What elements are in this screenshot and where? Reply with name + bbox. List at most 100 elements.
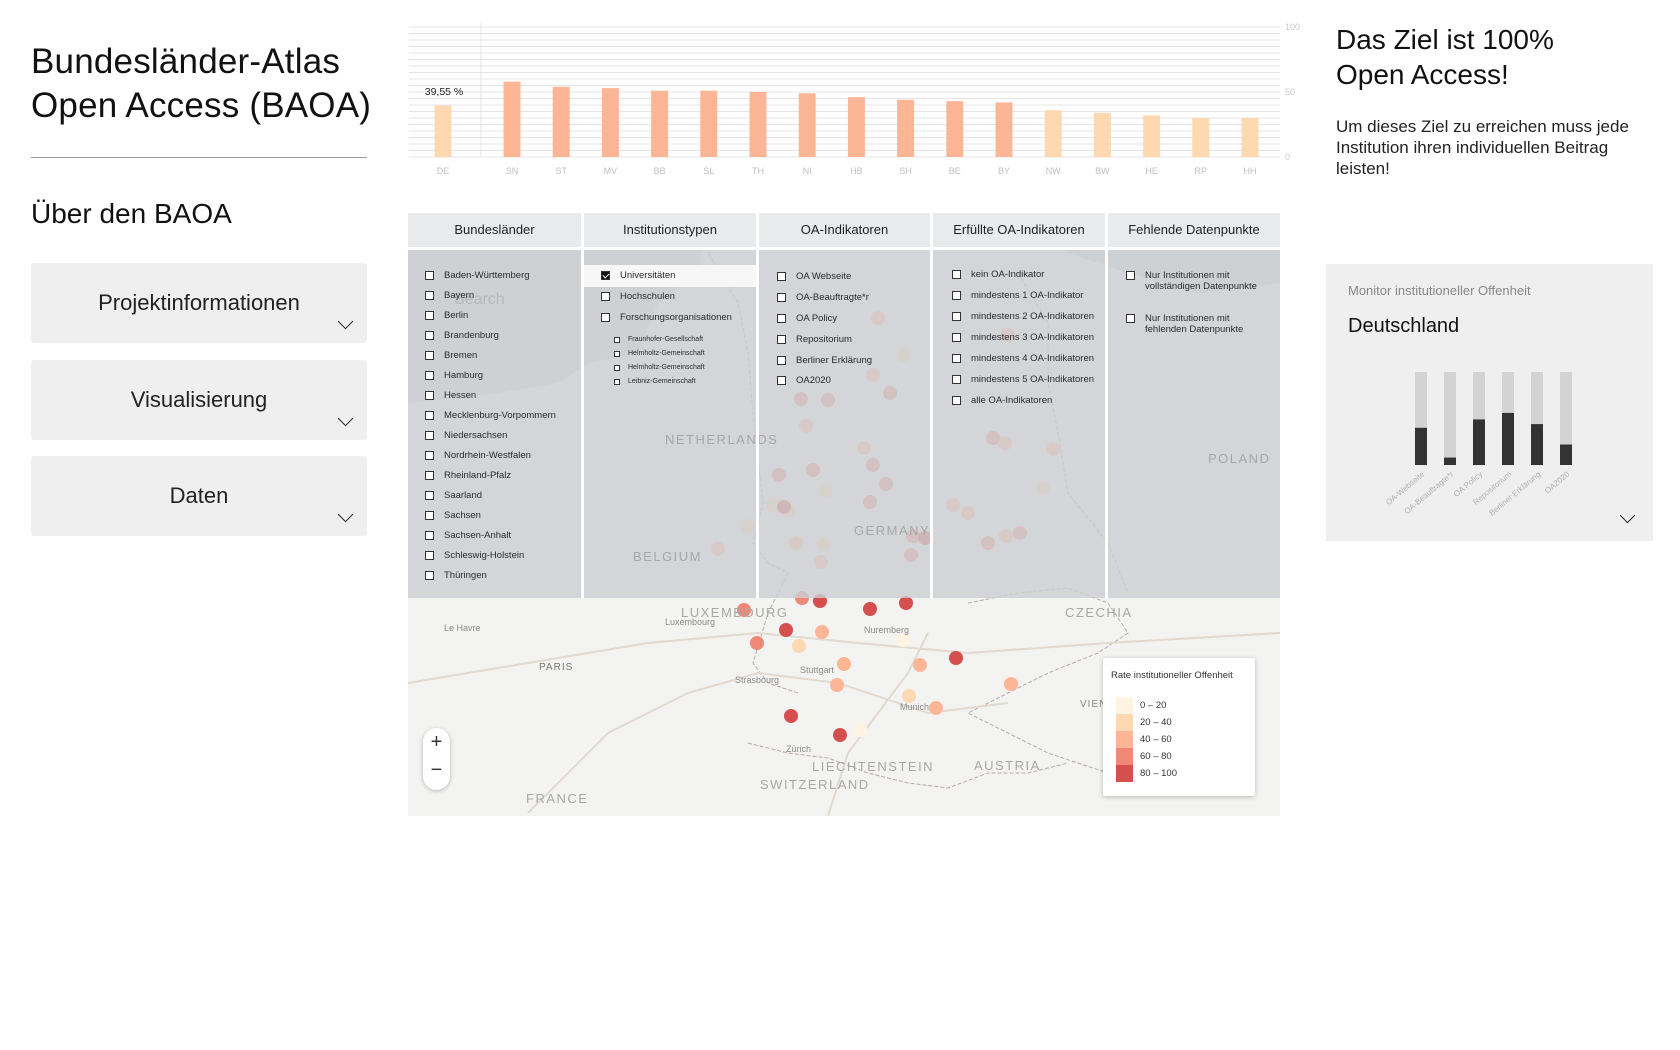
filter-rheinland-pfalz[interactable]: Rheinland-Pfalz <box>425 470 511 481</box>
legend-swatch <box>1116 714 1133 731</box>
checkbox[interactable] <box>614 351 620 357</box>
filter-berlin[interactable]: Berlin <box>425 310 468 321</box>
filter-mindestens-1[interactable]: mindestens 1 OA-Indikator <box>952 290 1083 301</box>
map-label-nuremberg: Nuremberg <box>864 625 910 635</box>
filter-saarland[interactable]: Saarland <box>425 490 482 501</box>
filter-mindestens-2[interactable]: mindestens 2 OA-Indikatoren <box>952 311 1094 322</box>
checkbox[interactable] <box>425 291 434 300</box>
tab-institutionstypen[interactable]: Institutionstypen <box>584 213 756 247</box>
filter-fehlende-datenpunkte[interactable]: Nur Institutionen mit fehlenden Datenpunk… <box>1126 313 1243 335</box>
accordion-projektinformationen[interactable]: Projektinformationen <box>31 263 367 343</box>
filter-mindestens-5[interactable]: mindestens 5 OA-Indikatoren <box>952 374 1094 385</box>
checkbox[interactable] <box>777 356 786 365</box>
filter-sachsen-anhalt[interactable]: Sachsen-Anhalt <box>425 530 511 541</box>
filter-oa2020[interactable]: OA2020 <box>777 375 831 386</box>
checkbox[interactable] <box>952 354 961 363</box>
tab-bundeslaender[interactable]: Bundesländer <box>408 213 581 247</box>
legend-swatch <box>1116 731 1133 748</box>
tab-erfuellte-oa-indikatoren[interactable]: Erfüllte OA-Indikatoren <box>933 213 1105 247</box>
filter-mecklenburg-vorpommern[interactable]: Mecklenburg-Vorpommern <box>425 410 556 421</box>
map-label-zurich: Zürich <box>786 744 812 754</box>
chevron-down-icon <box>337 506 354 523</box>
checkbox[interactable] <box>425 491 434 500</box>
checkbox[interactable] <box>777 272 786 281</box>
checkbox[interactable] <box>952 396 961 405</box>
x-tick-label: SN <box>506 166 519 176</box>
filter-thueringen[interactable]: Thüringen <box>425 570 487 581</box>
filter-schleswig-holstein[interactable]: Schleswig-Holstein <box>425 550 524 561</box>
filter-niedersachsen[interactable]: Niedersachsen <box>425 430 507 441</box>
checkbox[interactable] <box>777 314 786 323</box>
legend-item: 20 – 40 <box>1116 714 1172 731</box>
filter-repositorium[interactable]: Repositorium <box>777 334 852 345</box>
checkbox[interactable] <box>952 270 961 279</box>
accordion-label: Projektinformationen <box>98 290 300 315</box>
filter-helmholtz[interactable]: Helmholtz-Gemeinschaft <box>614 350 705 357</box>
checkbox[interactable] <box>425 371 434 380</box>
checkbox[interactable] <box>425 391 434 400</box>
checkbox[interactable] <box>425 311 434 320</box>
checkbox[interactable] <box>614 365 620 371</box>
checkbox[interactable] <box>425 451 434 460</box>
filter-hochschulen[interactable]: Hochschulen <box>601 291 675 302</box>
checkbox[interactable] <box>1126 314 1135 323</box>
filter-mindestens-3[interactable]: mindestens 3 OA-Indikatoren <box>952 332 1094 343</box>
bar-ni <box>798 93 816 157</box>
map[interactable]: LUXEMBOURG Luxembourg CZECHIA Nuremberg … <box>408 213 1280 816</box>
checkbox[interactable] <box>425 271 434 280</box>
checkbox[interactable] <box>425 551 434 560</box>
filter-nordrhein-westfalen[interactable]: Nordrhein-Westfalen <box>425 450 531 461</box>
checkbox[interactable] <box>601 313 610 322</box>
checkbox[interactable] <box>425 471 434 480</box>
filter-baden-wuerttemberg[interactable]: Baden-Württemberg <box>425 270 530 281</box>
filter-helmholtz-2[interactable]: Helmholtz-Gemeinschaft <box>614 364 705 371</box>
legend-title: Rate institutioneller Offenheit <box>1111 670 1233 681</box>
checkbox[interactable] <box>425 431 434 440</box>
accordion-visualisierung[interactable]: Visualisierung <box>31 360 367 440</box>
filter-leibniz[interactable]: Leibniz-Gemeinschaft <box>614 378 696 385</box>
tab-fehlende-datenpunkte[interactable]: Fehlende Datenpunkte <box>1108 213 1280 247</box>
filter-brandenburg[interactable]: Brandenburg <box>425 330 499 341</box>
checkbox[interactable] <box>425 511 434 520</box>
checkbox[interactable] <box>952 333 961 342</box>
zoom-out-button[interactable]: − <box>430 759 443 781</box>
map-label-munich: Munich <box>900 702 930 712</box>
filter-oa-webseite[interactable]: OA Webseite <box>777 271 851 282</box>
filter-bayern[interactable]: Bayern <box>425 290 474 301</box>
checkbox[interactable] <box>777 376 786 385</box>
checkbox[interactable] <box>425 351 434 360</box>
filter-mindestens-4[interactable]: mindestens 4 OA-Indikatoren <box>952 353 1094 364</box>
filter-berliner-erklaerung[interactable]: Berliner Erklärung <box>777 355 872 366</box>
zoom-in-button[interactable]: + <box>430 731 443 753</box>
filter-forschungsorganisationen[interactable]: Forschungsorganisationen <box>601 312 732 323</box>
filter-oa-policy[interactable]: OA Policy <box>777 313 837 324</box>
checkbox[interactable] <box>777 335 786 344</box>
checkbox[interactable] <box>425 411 434 420</box>
filter-oa-beauftragte[interactable]: OA-Beauftragte*r <box>777 292 869 303</box>
checkbox[interactable] <box>952 312 961 321</box>
filter-hessen[interactable]: Hessen <box>425 390 476 401</box>
filter-fraunhofer[interactable]: Fraunhofer-Gesellschaft <box>614 336 703 343</box>
checkbox-checked[interactable] <box>601 271 610 280</box>
checkbox[interactable] <box>952 375 961 384</box>
filter-sachsen[interactable]: Sachsen <box>425 510 481 521</box>
checkbox[interactable] <box>777 293 786 302</box>
filter-bremen[interactable]: Bremen <box>425 350 477 361</box>
checkbox[interactable] <box>601 292 610 301</box>
filter-hamburg[interactable]: Hamburg <box>425 370 483 381</box>
accordion-daten[interactable]: Daten <box>31 456 367 536</box>
checkbox[interactable] <box>1126 271 1135 280</box>
monitor-panel[interactable]: Monitor institutioneller Offenheit Deuts… <box>1326 264 1653 541</box>
checkbox[interactable] <box>614 337 620 343</box>
checkbox[interactable] <box>425 331 434 340</box>
filter-universitaeten[interactable]: Universitäten <box>584 265 756 287</box>
filter-kein-oa-indikator[interactable]: kein OA-Indikator <box>952 269 1044 280</box>
tab-oa-indikatoren[interactable]: OA-Indikatoren <box>759 213 930 247</box>
filter-alle-oa-indikatoren[interactable]: alle OA-Indikatoren <box>952 395 1052 406</box>
checkbox[interactable] <box>614 379 620 385</box>
checkbox[interactable] <box>952 291 961 300</box>
filter-vollstaendige-datenpunkte[interactable]: Nur Institutionen mit vollständigen Daten… <box>1126 270 1257 292</box>
checkbox[interactable] <box>425 531 434 540</box>
monitor-bar <box>1531 424 1543 465</box>
checkbox[interactable] <box>425 571 434 580</box>
